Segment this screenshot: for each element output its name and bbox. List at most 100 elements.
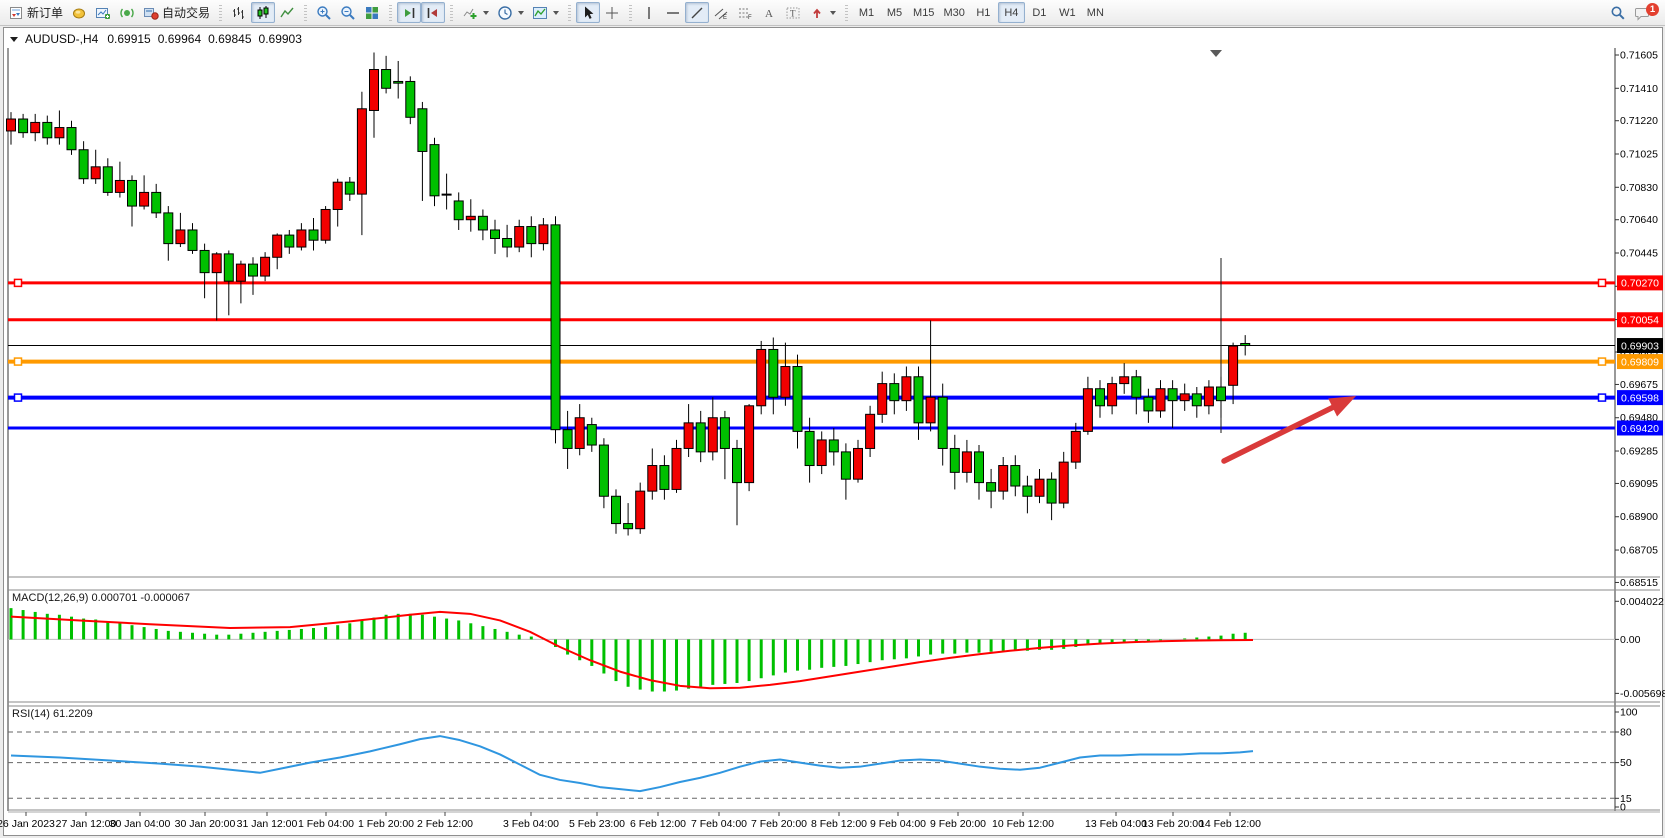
auto-scroll-icon <box>405 7 415 18</box>
line-anchors[interactable] <box>13 278 1607 402</box>
zoom-in-button[interactable] <box>312 2 336 23</box>
timeframe-w1[interactable]: W1 <box>1059 6 1076 19</box>
text-tool-button[interactable]: A <box>757 2 781 23</box>
trend-arrow[interactable] <box>1221 396 1356 464</box>
line-anchor[interactable] <box>13 357 23 366</box>
trendline-icon <box>691 7 703 18</box>
ohlc-high: 0.69964 <box>157 32 202 46</box>
data-feed-icon <box>120 8 134 17</box>
candle-body <box>102 166 113 193</box>
price-axis[interactable]: 0.71605 0.71410 0.71220 0.71025 0.70830 0.706… <box>1615 49 1663 589</box>
candlestick-type-button[interactable] <box>251 2 276 23</box>
equidistant-channel-tool-button[interactable]: E <box>709 2 733 23</box>
time-tick-label: 3 Feb 04:00 <box>503 818 559 830</box>
auto-trading-button[interactable]: 自动交易 <box>139 2 214 23</box>
timeframe-mn[interactable]: MN <box>1086 6 1104 19</box>
auto-trading-icon <box>144 7 159 20</box>
candle-body <box>538 224 549 245</box>
new-chart-icon <box>96 7 111 19</box>
notifications-button[interactable]: 1 <box>1630 2 1659 23</box>
new-chart-button[interactable] <box>91 2 115 23</box>
candle-body <box>332 181 343 210</box>
chart-shift-button[interactable] <box>421 2 446 23</box>
time-tick-label: 5 Feb 23:00 <box>569 818 625 830</box>
price-tick-label: 0.70445 <box>1620 248 1658 260</box>
time-tick-label: 9 Feb 04:00 <box>870 818 926 830</box>
candle-body <box>417 108 428 152</box>
timeframe-h1[interactable]: H1 <box>976 6 991 19</box>
text-label-tool-button[interactable]: T <box>781 2 805 23</box>
arrows-dropdown-caret <box>830 10 837 15</box>
fibonacci-tool-button[interactable]: F <box>733 2 757 23</box>
line-anchor[interactable] <box>13 393 23 402</box>
price-tick-label: 0.69095 <box>1620 478 1658 490</box>
candle-body <box>949 447 960 473</box>
price-tick-label: 0.70830 <box>1620 182 1658 194</box>
candle-body <box>187 229 198 251</box>
candle-body <box>1191 393 1202 407</box>
svg-text:F: F <box>748 15 752 21</box>
chart-shift-marker[interactable] <box>1210 50 1222 57</box>
candle-body <box>792 366 803 432</box>
fibonacci-icon: F <box>739 8 752 21</box>
timeframe-m30[interactable]: M30 <box>943 6 965 19</box>
templates-button[interactable] <box>528 2 563 23</box>
market-watch-button[interactable] <box>67 2 91 23</box>
candle-body <box>356 108 367 195</box>
candle-body <box>889 383 900 402</box>
candle-body <box>175 229 186 245</box>
tile-windows-button[interactable] <box>360 2 384 23</box>
candle-body <box>30 121 41 134</box>
price-line-box-label: 0.69598 <box>1621 392 1659 404</box>
line-anchor[interactable] <box>13 278 23 288</box>
price-tick-label: 0.71605 <box>1620 49 1658 61</box>
line-chart-type-icon <box>280 7 294 17</box>
candle-body <box>272 234 283 258</box>
timeframe-m15[interactable]: M15 <box>913 6 935 19</box>
candle-body <box>1022 485 1033 497</box>
candle-body <box>114 179 125 193</box>
horizontal-line-tool-button[interactable] <box>661 2 685 23</box>
timeframe-h4[interactable]: H4 <box>997 2 1025 23</box>
zoom-out-button[interactable] <box>336 2 360 23</box>
candle-body <box>671 447 682 490</box>
line-chart-type-button[interactable] <box>275 2 299 23</box>
arrows-icon <box>813 8 821 18</box>
vertical-line-tool-button[interactable] <box>637 2 661 23</box>
cursor-tool-button[interactable] <box>576 2 601 23</box>
auto-scroll-button[interactable] <box>397 2 422 23</box>
price-line-box <box>1617 420 1663 436</box>
arrows-tool-button[interactable] <box>805 2 840 23</box>
crosshair-tool-button[interactable] <box>600 2 624 23</box>
indicators-button[interactable] <box>458 2 493 23</box>
candle-body <box>1010 465 1021 487</box>
bar-chart-type-button[interactable] <box>227 2 251 23</box>
line-anchor[interactable] <box>1597 393 1607 402</box>
timeframe-m5[interactable]: M5 <box>886 6 903 19</box>
timeframe-d1[interactable]: D1 <box>1032 6 1047 19</box>
line-anchor[interactable] <box>1597 278 1607 288</box>
chart-menu-toggle-icon[interactable] <box>10 36 18 42</box>
time-tick-label: 10 Feb 12:00 <box>992 818 1054 830</box>
candle-body <box>865 413 876 449</box>
candle-body <box>151 191 162 214</box>
svg-text:T: T <box>790 8 796 18</box>
main-toolbar: 新订单 自动交易 <box>0 0 1665 26</box>
periods-button[interactable] <box>493 2 528 23</box>
candle-body <box>54 127 65 139</box>
horizontal-lines[interactable] <box>8 281 1615 430</box>
candle-body <box>248 263 258 277</box>
candle-body <box>937 396 948 449</box>
line-anchor[interactable] <box>1597 357 1607 366</box>
trendline-tool-button[interactable] <box>685 2 710 23</box>
search-button[interactable] <box>1606 2 1630 23</box>
macd-tick-label: 0.00 <box>1620 634 1641 646</box>
equidistant-channel-icon: E <box>714 8 728 21</box>
chart-shift-icon <box>427 7 438 18</box>
data-feed-button[interactable] <box>115 2 139 23</box>
candle-body <box>369 69 379 111</box>
new-order-button[interactable]: 新订单 <box>4 2 67 23</box>
timeframe-m1[interactable]: M1 <box>858 6 875 19</box>
